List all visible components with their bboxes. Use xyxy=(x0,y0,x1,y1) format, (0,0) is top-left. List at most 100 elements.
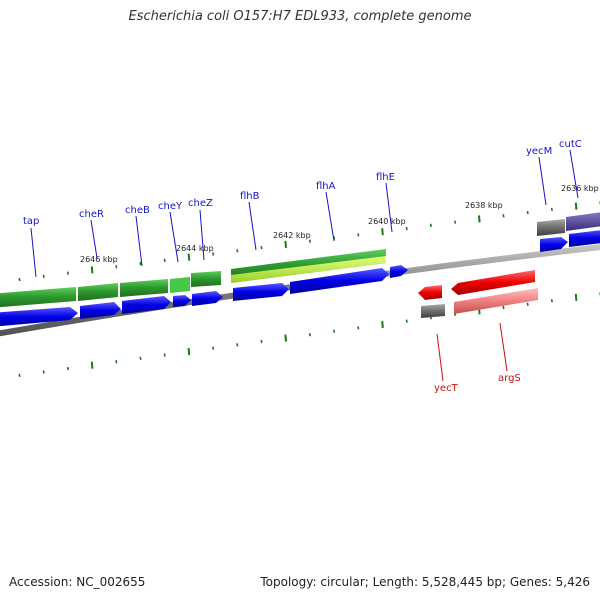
accession-text: Accession: NC_002655 xyxy=(9,575,146,589)
cds-arrow xyxy=(192,291,223,306)
gene-label: tap xyxy=(23,216,39,227)
gene-label: cutC xyxy=(559,139,582,150)
tick-mark xyxy=(550,299,553,303)
gene-feature-purple xyxy=(566,212,600,231)
gene-callout-cher: cheR xyxy=(79,209,104,259)
gene-callout-yect: yecT xyxy=(434,333,459,394)
gene-callout-yecm: yecM xyxy=(526,146,552,206)
genome-backbone xyxy=(0,244,600,337)
kbp-label: 2646 kbp xyxy=(80,255,118,264)
tick-mark xyxy=(357,233,360,237)
gene-label: flhB xyxy=(240,191,260,202)
cds-arrow-reverse xyxy=(418,285,442,300)
kbp-label: 2644 kbp xyxy=(176,244,214,253)
gene-label: yecM xyxy=(526,146,552,157)
cds-arrow-reverse xyxy=(451,270,535,295)
kbp-label: 2638 kbp xyxy=(465,201,503,210)
gene-label: yecT xyxy=(434,383,459,394)
kbp-label: 2640 kbp xyxy=(368,217,406,226)
cds-arrow xyxy=(122,296,171,314)
cds-arrow xyxy=(569,230,600,247)
gene-feature-pink xyxy=(454,288,538,314)
cds-arrow xyxy=(290,268,389,294)
gene-label: cheZ xyxy=(188,198,213,209)
tick-mark xyxy=(260,339,263,344)
kbp-label: 2642 kbp xyxy=(273,231,311,240)
gene-feature xyxy=(170,277,190,293)
tick-mark xyxy=(381,228,384,236)
gene-callout-flha: flhA xyxy=(316,181,336,242)
tick-mark xyxy=(236,249,239,253)
tick-mark xyxy=(405,319,408,323)
cds-arrow xyxy=(173,295,191,307)
tick-mark xyxy=(187,253,191,261)
tick-mark xyxy=(18,373,21,377)
gene-feature xyxy=(0,287,76,308)
gene-label: argS xyxy=(498,373,521,384)
cds-arrow xyxy=(0,307,78,327)
tick-mark xyxy=(163,258,166,263)
tick-mark xyxy=(236,343,239,347)
gene-callout-chez: cheZ xyxy=(188,198,213,261)
gene-feature-light xyxy=(231,256,386,283)
gene-label: cheB xyxy=(125,205,150,216)
tick-mark xyxy=(284,334,287,342)
tick-mark xyxy=(139,356,142,361)
gene-label: cheR xyxy=(79,209,104,220)
tick-mark xyxy=(212,252,215,256)
tick-mark xyxy=(333,329,336,333)
cds-arrow xyxy=(390,265,408,278)
gene-feature xyxy=(120,279,168,297)
tick-mark xyxy=(18,277,21,282)
tick-mark xyxy=(333,236,336,240)
cds-arrow xyxy=(233,283,289,301)
gene-feature-gray xyxy=(537,219,565,236)
gene-callout-chey: cheY xyxy=(158,201,183,263)
cds-arrow xyxy=(80,302,121,319)
map-title: Escherichia coli O157:H7 EDL933, complet… xyxy=(128,9,472,24)
tick-mark xyxy=(66,271,69,275)
tick-mark xyxy=(42,370,45,374)
tick-mark xyxy=(454,220,457,224)
kbp-label: 2636 kbp xyxy=(561,184,599,193)
tick-mark xyxy=(139,261,142,266)
gene-feature-gray xyxy=(421,304,445,318)
tick-mark xyxy=(526,210,529,215)
tick-mark xyxy=(308,239,311,243)
tick-mark xyxy=(42,274,45,278)
tick-mark xyxy=(187,348,191,356)
gene-feature xyxy=(191,271,221,287)
tick-mark xyxy=(574,293,578,301)
tick-mark xyxy=(90,266,94,274)
gene-callout-flhe: flhE xyxy=(376,172,395,233)
gene-label: flhA xyxy=(316,181,336,192)
tick-mark xyxy=(429,223,432,227)
tick-mark xyxy=(284,240,287,249)
gene-callout-cheb: cheB xyxy=(125,205,150,267)
tick-mark xyxy=(405,226,408,231)
tick-mark xyxy=(115,360,118,364)
genome-summary-text: Topology: circular; Length: 5,528,445 bp… xyxy=(260,575,590,589)
gene-label: flhE xyxy=(376,172,395,183)
tick-mark xyxy=(526,302,529,306)
tick-mark xyxy=(357,326,360,330)
tick-mark xyxy=(212,346,215,350)
gene-label: cheY xyxy=(158,201,183,212)
tick-mark xyxy=(550,207,553,212)
tick-mark xyxy=(115,265,118,269)
tick-mark xyxy=(502,214,505,218)
tick-mark xyxy=(308,332,311,337)
tick-mark xyxy=(260,245,263,250)
cds-arrow xyxy=(540,237,568,252)
tick-mark xyxy=(163,353,166,357)
tick-mark xyxy=(90,361,94,369)
gene-callout-tap: tap xyxy=(23,216,39,278)
tick-mark xyxy=(478,215,481,223)
gene-feature xyxy=(78,283,118,301)
tick-mark xyxy=(381,320,384,329)
outer-tick-marks xyxy=(18,201,600,282)
tick-mark xyxy=(502,305,505,310)
gene-callout-cutc: cutC xyxy=(559,139,582,199)
gene-callout-args: argS xyxy=(498,322,521,384)
